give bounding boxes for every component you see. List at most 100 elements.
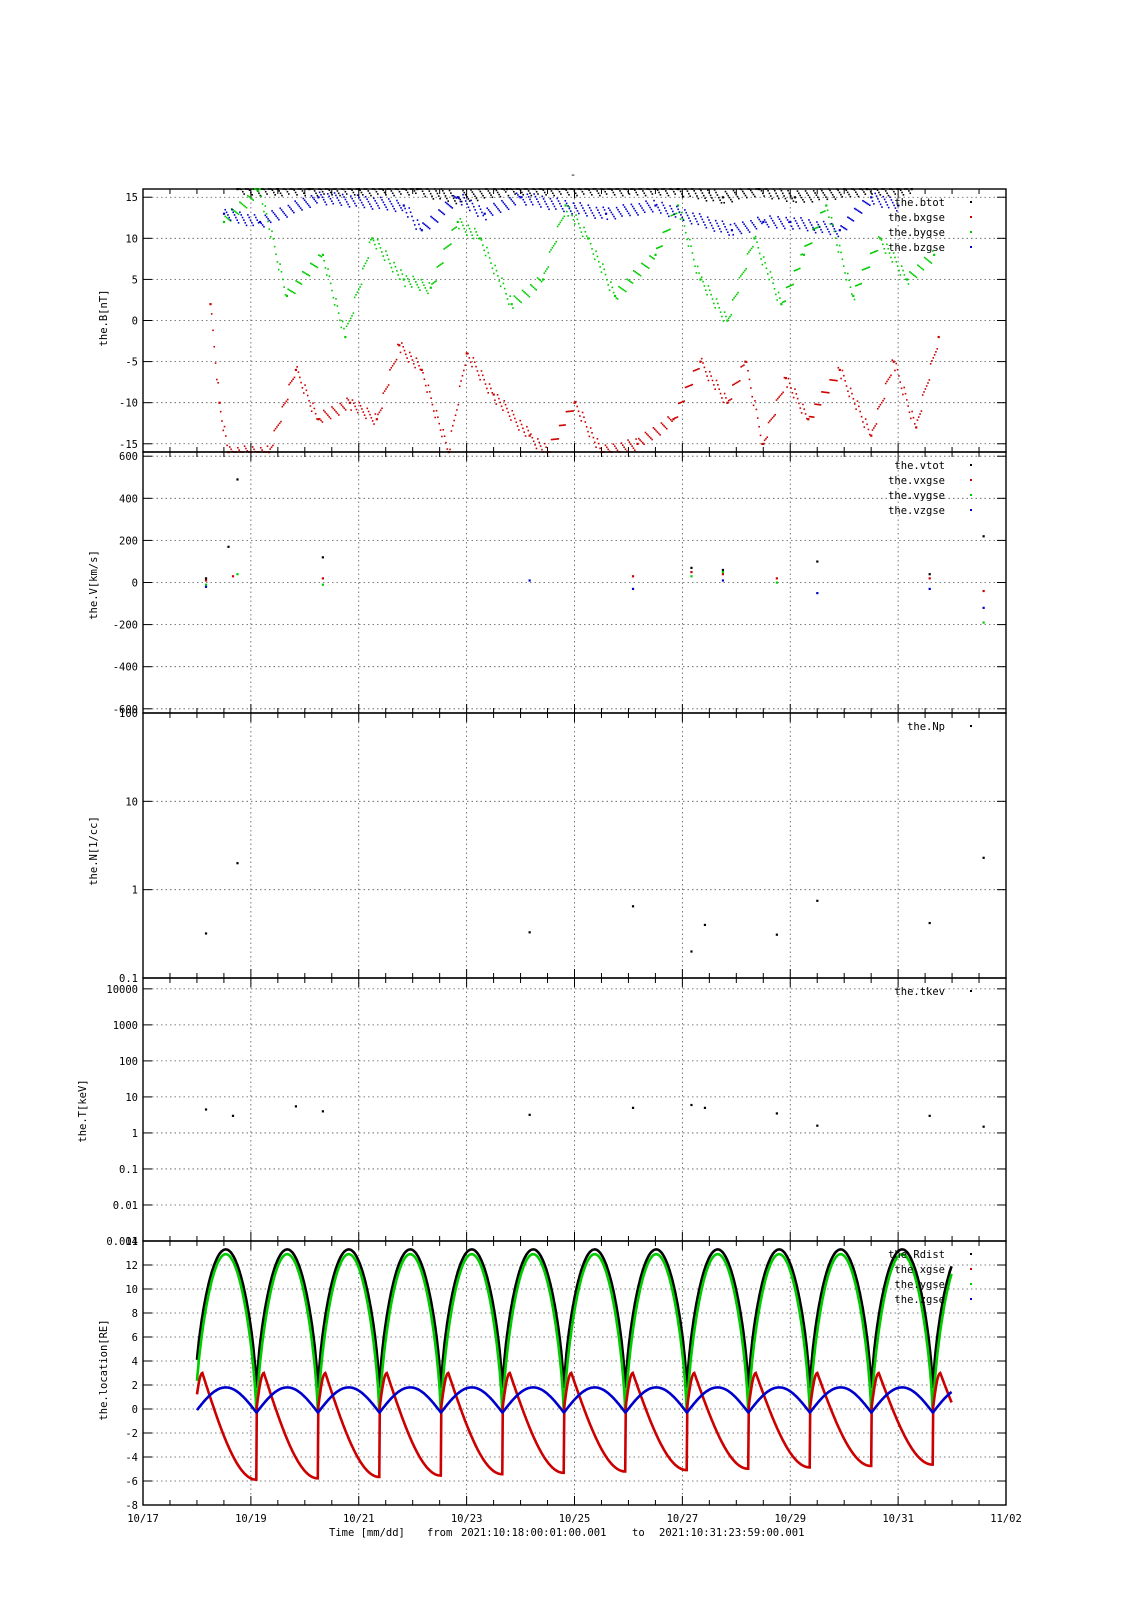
point-the-bygse xyxy=(611,286,614,289)
point-the-bzgse xyxy=(863,200,866,203)
point-the-bygse xyxy=(828,216,830,218)
point-the-btot xyxy=(458,196,460,199)
point-the-bzgse xyxy=(538,203,541,206)
point-the-bxgse xyxy=(480,370,483,372)
point-the-bxgse xyxy=(880,401,883,404)
point-the-np xyxy=(236,862,239,865)
point-the-bzgse xyxy=(721,220,724,223)
point-the-btot xyxy=(760,189,763,192)
point-the-bzgse xyxy=(845,228,848,231)
point-the-bzgse xyxy=(240,214,243,216)
point-the-bygse xyxy=(345,325,348,328)
point-the-btot xyxy=(488,192,491,194)
point-the-bzgse xyxy=(298,205,301,208)
point-the-bygse xyxy=(393,261,395,264)
point-the-bzgse xyxy=(637,214,639,216)
point-the-btot xyxy=(394,188,397,190)
point-the-btot xyxy=(534,188,537,191)
point-the-bxgse xyxy=(698,367,700,370)
legend-marker-the-xgse xyxy=(970,1268,972,1270)
point-the-bzgse xyxy=(607,207,610,209)
point-the-btot xyxy=(420,188,423,190)
point-the-bygse xyxy=(741,273,743,275)
point-the-bxgse xyxy=(476,370,479,372)
point-the-bygse xyxy=(357,288,360,291)
point-the-bxgse xyxy=(371,420,374,422)
point-the-btot xyxy=(822,192,825,194)
point-the-bxgse xyxy=(213,345,216,348)
point-the-bygse xyxy=(834,237,837,240)
point-the-bxgse xyxy=(647,434,649,437)
point-the-btot xyxy=(307,188,309,190)
point-the-bxgse xyxy=(294,368,298,372)
point-the-btot xyxy=(732,189,735,192)
point-the-btot xyxy=(707,189,709,192)
y-tick-label: 0 xyxy=(132,578,138,590)
point-the-bzgse xyxy=(852,220,855,222)
point-the-bygse xyxy=(547,266,550,268)
point-the-btot xyxy=(304,194,307,197)
point-the-bygse xyxy=(482,244,484,246)
point-the-bzgse xyxy=(650,208,653,211)
point-the-bzgse xyxy=(363,206,366,209)
point-the-bygse xyxy=(347,322,349,325)
point-the-btot xyxy=(608,188,611,190)
point-the-bzgse xyxy=(545,203,548,205)
point-the-btot xyxy=(416,188,419,191)
point-the-bygse xyxy=(661,245,663,247)
point-the-bzgse xyxy=(582,207,584,209)
point-the-bygse xyxy=(841,258,844,261)
point-the-bxgse xyxy=(351,399,354,401)
data-points xyxy=(209,188,940,454)
point-the-bxgse xyxy=(814,403,816,405)
point-the-bxgse xyxy=(390,366,393,369)
point-the-bygse xyxy=(406,277,409,280)
point-the-bzgse xyxy=(243,219,245,221)
point-the-bygse xyxy=(311,263,313,266)
point-the-bzgse xyxy=(862,199,864,202)
point-the-bygse xyxy=(235,211,237,213)
point-the-bzgse xyxy=(400,207,402,209)
point-the-bzgse xyxy=(542,198,545,200)
point-the-bzgse xyxy=(621,215,623,217)
point-the-bxgse xyxy=(726,401,729,404)
point-the-bzgse xyxy=(613,215,615,218)
point-the-bxgse xyxy=(266,445,269,447)
point-the-bygse xyxy=(861,269,864,271)
point-the-bxgse xyxy=(661,423,664,426)
point-the-bzgse xyxy=(836,233,838,235)
point-the-btot xyxy=(656,189,659,191)
point-the-bzgse xyxy=(552,203,554,205)
point-the-bxgse xyxy=(737,380,740,383)
point-the-bzgse xyxy=(352,200,355,202)
y-tick-label: 8 xyxy=(132,1308,138,1320)
point-the-np xyxy=(204,932,208,935)
point-the-bxgse xyxy=(286,398,289,401)
point-the-bzgse xyxy=(494,204,497,207)
point-the-btot xyxy=(651,193,654,195)
point-the-bygse xyxy=(649,255,651,257)
point-the-bxgse xyxy=(808,415,811,418)
point-the-bxgse xyxy=(932,357,935,359)
point-the-bxgse xyxy=(317,418,320,421)
point-the-btot xyxy=(423,193,425,195)
point-the-bxgse xyxy=(347,399,350,401)
point-the-bzgse xyxy=(626,210,629,213)
point-the-btot xyxy=(507,194,510,197)
point-the-bygse xyxy=(424,287,427,289)
point-the-bxgse xyxy=(887,378,890,381)
point-the-bygse xyxy=(306,273,308,275)
point-the-bygse xyxy=(374,243,376,246)
point-the-vtot xyxy=(982,535,985,538)
point-the-bygse xyxy=(781,301,784,304)
point-the-btot xyxy=(325,188,328,190)
point-the-vygse xyxy=(721,570,725,574)
point-the-btot xyxy=(669,188,671,190)
point-the-bygse xyxy=(276,261,279,263)
point-the-btot xyxy=(682,195,685,198)
point-the-bygse xyxy=(768,278,770,281)
point-the-bxgse xyxy=(453,419,455,422)
point-the-btot xyxy=(527,190,530,192)
point-the-bzgse xyxy=(692,212,694,215)
point-the-bxgse xyxy=(498,397,500,400)
